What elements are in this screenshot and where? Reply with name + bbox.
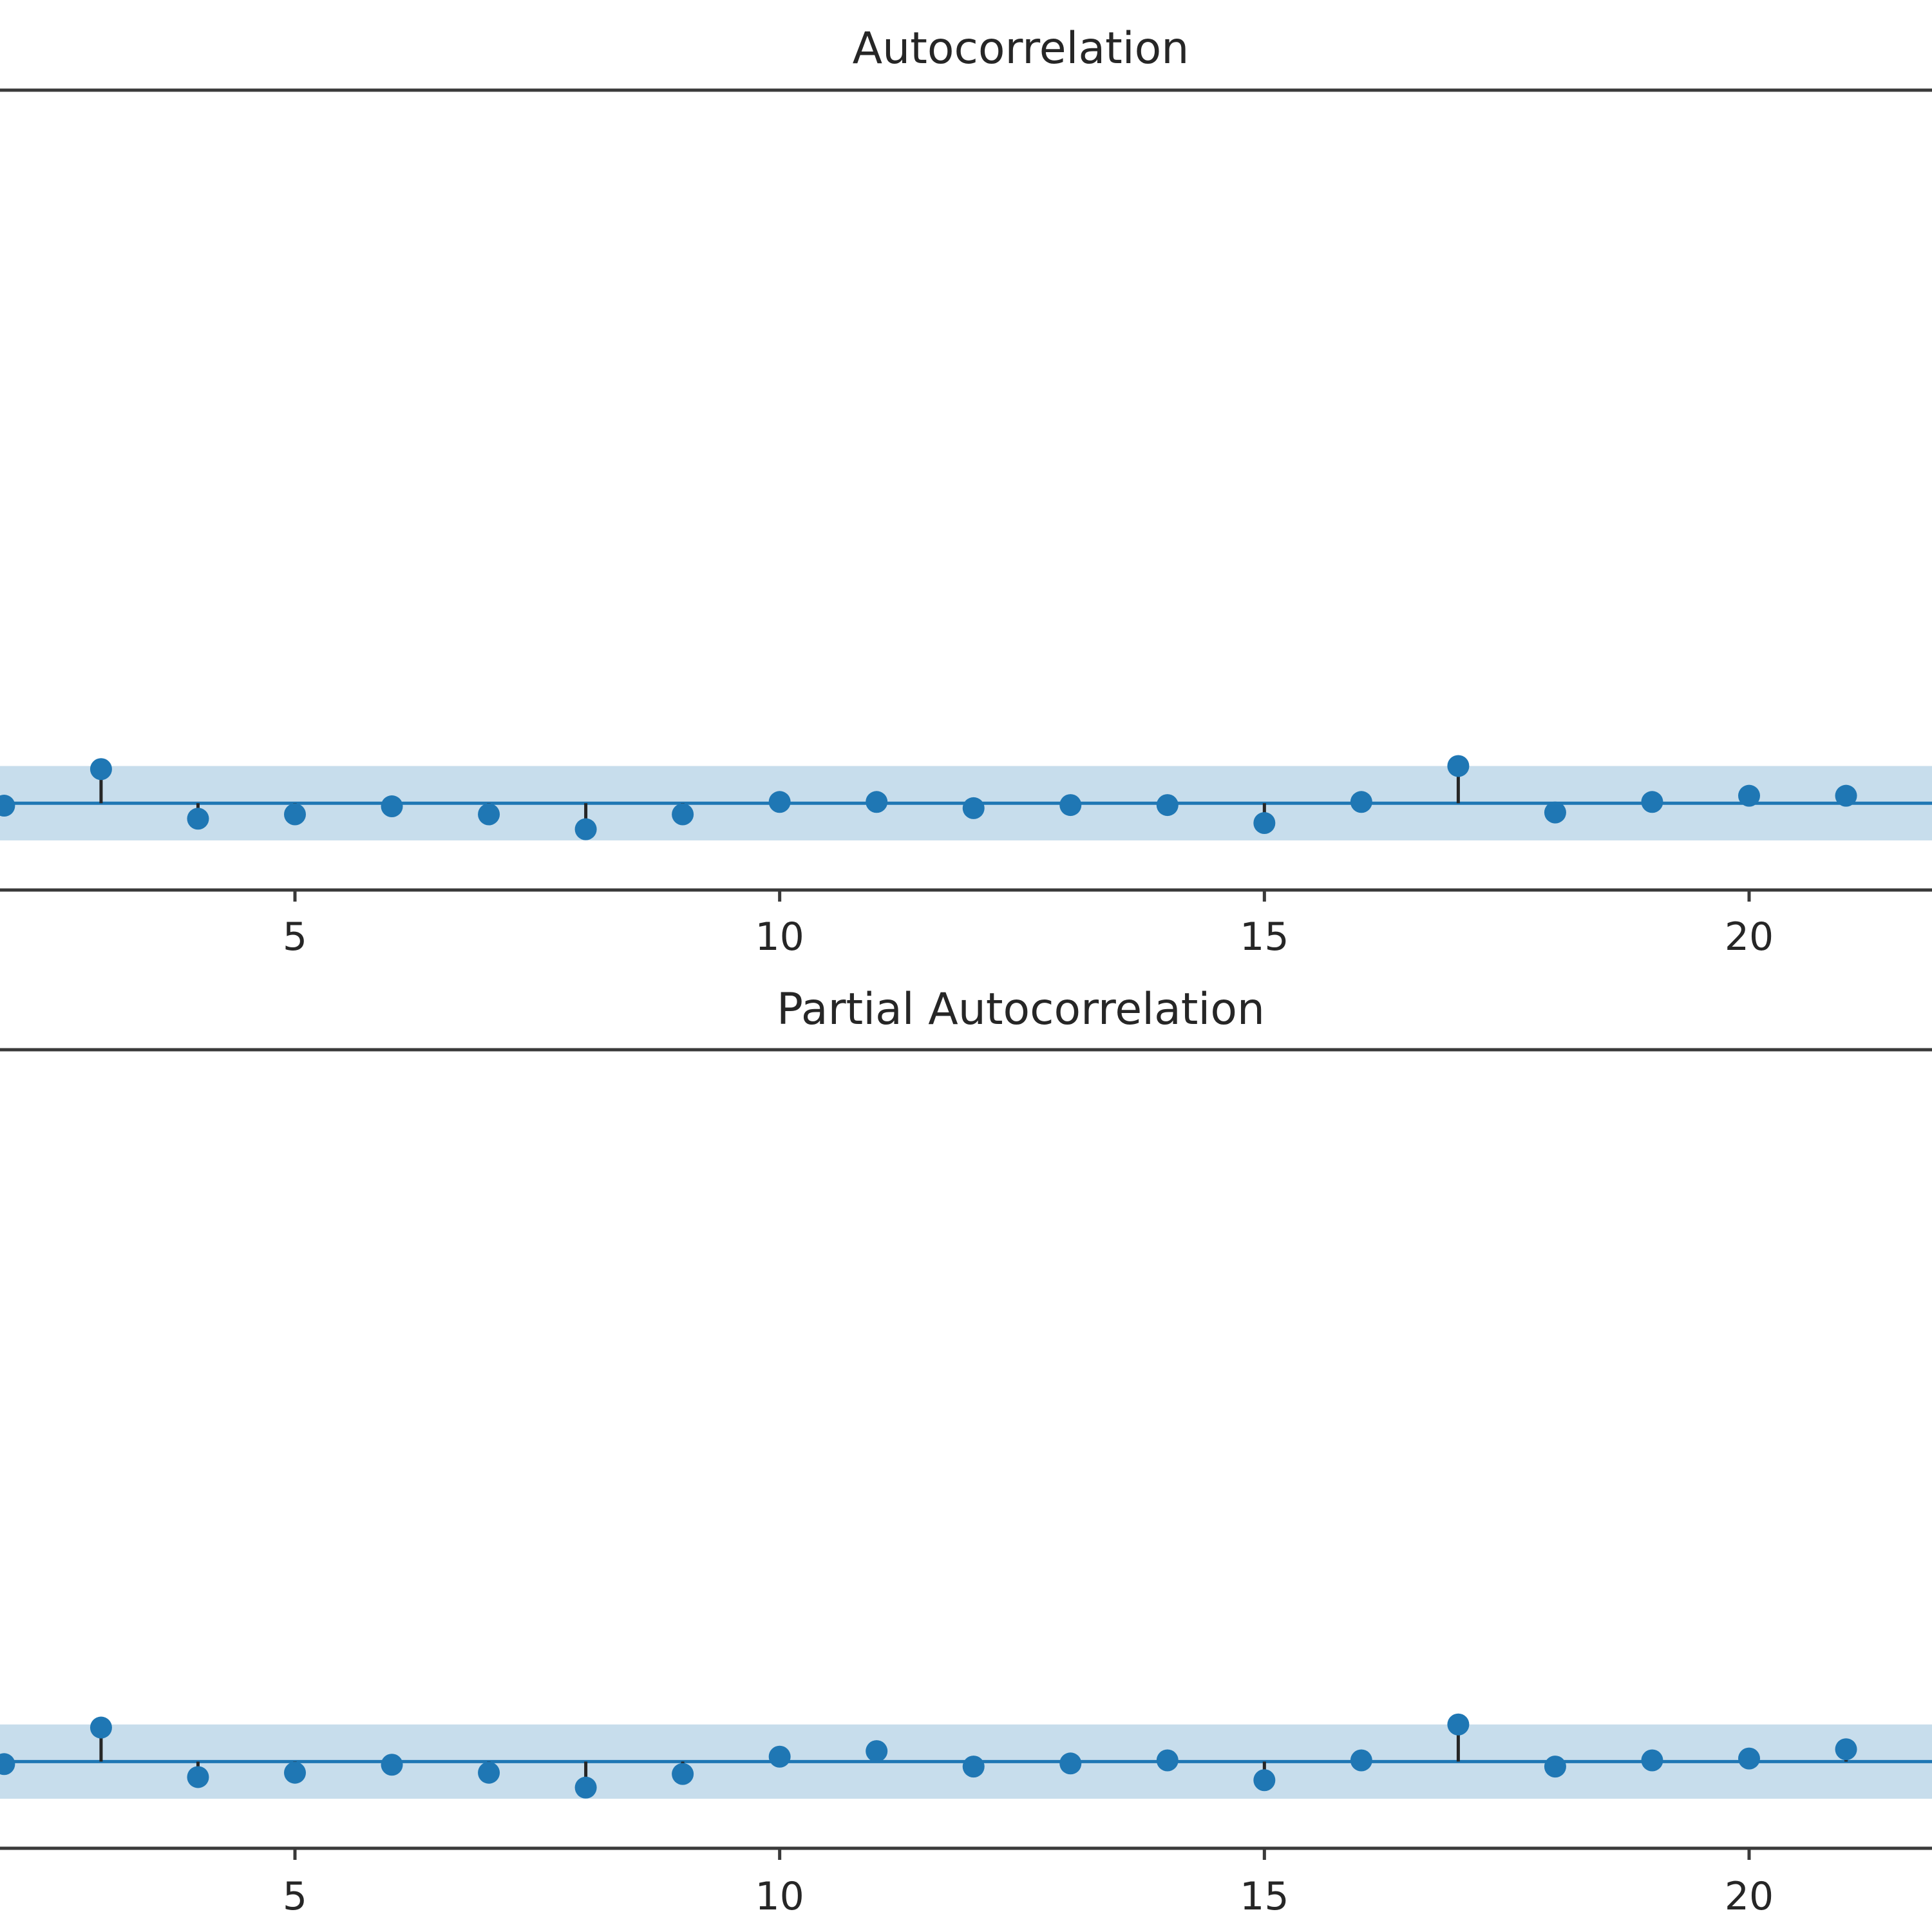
acf-point: [284, 803, 306, 826]
pacf-title: Partial Autocorrelation: [777, 984, 1265, 1035]
pacf-marker: [672, 1763, 694, 1785]
pacf-marker: [0, 1753, 15, 1776]
acf-marker: [1447, 755, 1470, 777]
pacf-marker: [478, 1761, 500, 1784]
acf-point: [866, 791, 888, 813]
pacf-point: [478, 1761, 500, 1784]
pacf-point: [1156, 1749, 1179, 1772]
acf-marker: [574, 818, 597, 840]
acf-tick-label: 20: [1725, 914, 1774, 960]
acf-marker: [284, 803, 306, 826]
pacf-point: [1641, 1749, 1663, 1772]
acf-point: [0, 795, 15, 817]
acf-marker: [866, 791, 888, 813]
acf-marker: [1156, 794, 1179, 817]
pacf-point: [1447, 1713, 1470, 1762]
acf-marker: [1253, 812, 1276, 835]
acf-point: [1253, 803, 1276, 835]
acf-point: [962, 797, 985, 819]
pacf-point: [1350, 1749, 1372, 1772]
pacf-point: [1835, 1738, 1857, 1762]
acf-x-ticks: 5 10 15 20: [283, 890, 1774, 960]
acf-marker: [1835, 784, 1857, 807]
acf-point: [1156, 794, 1179, 817]
acf-point: [574, 803, 597, 840]
acf-point: [1350, 791, 1372, 813]
acf-tick-label: 5: [283, 914, 307, 960]
acf-point: [478, 803, 500, 826]
pacf-marker: [1447, 1713, 1470, 1736]
acf-marker: [1059, 794, 1082, 817]
acf-marker: [1738, 784, 1760, 807]
pacf-point: [1059, 1752, 1082, 1775]
pacf-marker: [284, 1761, 306, 1784]
pacf-marker: [962, 1756, 985, 1778]
pacf-tick-label: 5: [283, 1874, 307, 1919]
acf-marker: [381, 795, 403, 818]
pacf-point: [866, 1740, 888, 1763]
pacf-marker: [1738, 1747, 1760, 1770]
pacf-panel: Partial Autocorrelation 5 10 15 20: [0, 984, 1932, 1919]
acf-point: [187, 803, 209, 830]
pacf-point: [768, 1745, 791, 1768]
acf-marker: [0, 795, 15, 817]
acf-title: Autocorrelation: [853, 23, 1189, 74]
pacf-marker: [1059, 1752, 1082, 1775]
pacf-point: [187, 1761, 209, 1788]
pacf-point: [672, 1761, 694, 1785]
pacf-marker: [574, 1776, 597, 1799]
acf-point: [381, 795, 403, 818]
pacf-tick-label: 10: [755, 1874, 804, 1919]
pacf-point: [962, 1756, 985, 1778]
acf-marker: [962, 797, 985, 819]
pacf-marker: [1156, 1749, 1179, 1772]
acf-marker: [90, 758, 112, 781]
acf-point: [1641, 791, 1663, 813]
acf-marker: [768, 791, 791, 813]
acf-point: [90, 758, 112, 804]
pacf-marker: [1835, 1738, 1857, 1761]
acf-tick-label: 10: [755, 914, 804, 960]
pacf-marker: [1350, 1749, 1372, 1772]
pacf-point: [381, 1754, 403, 1776]
pacf-marker: [1253, 1769, 1276, 1792]
acf-point: [672, 803, 694, 826]
acf-marker: [1544, 801, 1566, 824]
pacf-stems: [0, 1713, 1857, 1799]
acf-marker: [1641, 791, 1663, 813]
acf-point: [1059, 794, 1082, 817]
pacf-point: [0, 1753, 15, 1776]
pacf-marker: [1641, 1749, 1663, 1772]
pacf-marker: [381, 1754, 403, 1776]
pacf-x-ticks: 5 10 15 20: [283, 1848, 1774, 1919]
acf-marker: [187, 808, 209, 830]
acf-marker: [478, 803, 500, 826]
pacf-tick-label: 20: [1725, 1874, 1774, 1919]
pacf-marker: [187, 1766, 209, 1788]
pacf-point: [1738, 1747, 1760, 1770]
acf-panel: Autocorrelation 5 10 15 20: [0, 23, 1932, 960]
pacf-marker: [90, 1716, 112, 1739]
pacf-marker: [768, 1745, 791, 1768]
acf-marker: [672, 803, 694, 826]
acf-point: [1835, 784, 1857, 807]
pacf-point: [1253, 1761, 1276, 1792]
pacf-point: [574, 1761, 597, 1799]
pacf-point: [90, 1716, 112, 1762]
acf-tick-label: 15: [1240, 914, 1289, 960]
acf-point: [1738, 784, 1760, 807]
pacf-marker: [866, 1740, 888, 1763]
acf-stems: [0, 755, 1857, 840]
acf-point: [1544, 801, 1566, 824]
acf-point: [768, 791, 791, 813]
pacf-point: [1544, 1756, 1566, 1778]
acf-marker: [1350, 791, 1372, 813]
pacf-tick-label: 15: [1240, 1874, 1289, 1919]
pacf-marker: [1544, 1756, 1566, 1778]
acf-point: [1447, 755, 1470, 804]
pacf-point: [284, 1761, 306, 1784]
